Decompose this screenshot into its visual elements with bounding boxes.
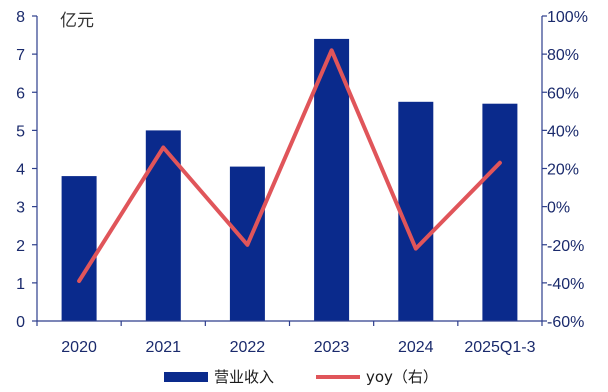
x-tick-label: 2022 <box>230 339 266 356</box>
left-tick-label: 0 <box>16 314 25 331</box>
x-tick-label: 2023 <box>314 339 350 356</box>
left-tick-label: 4 <box>16 162 25 179</box>
bar-2023 <box>314 38 350 322</box>
left-tick-label: 5 <box>16 123 25 140</box>
legend-swatch-revenue <box>164 372 208 382</box>
right-tick-label: -20% <box>547 238 584 255</box>
right-tick-label: 60% <box>547 85 579 102</box>
left-tick-label: 8 <box>16 9 25 26</box>
left-tick-label: 2 <box>16 238 25 255</box>
left-axis-unit-label: 亿元 <box>60 11 94 31</box>
legend: 营业收入 yoy（右） <box>164 368 438 386</box>
tick-labels: 0 1 2 3 4 5 6 7 8 -60% -40% -20% 0% 20% 40% 60% 80% 100% 2… <box>16 9 588 356</box>
left-tick-label: 6 <box>16 85 25 102</box>
right-tick-label: -60% <box>547 314 584 331</box>
legend-label-yoy: yoy（右） <box>366 368 438 386</box>
right-tick-label: 80% <box>547 47 579 64</box>
x-tick-label: 2024 <box>398 339 434 356</box>
right-tick-label: -40% <box>547 276 584 293</box>
right-tick-label: 100% <box>547 9 588 26</box>
axes <box>32 15 547 326</box>
line-series <box>77 48 502 283</box>
left-tick-label: 1 <box>16 276 25 293</box>
bar-2025Q1-3 <box>482 103 518 321</box>
right-tick-label: 40% <box>547 123 579 140</box>
legend-label-revenue: 营业收入 <box>214 368 274 386</box>
left-tick-label: 7 <box>16 47 25 64</box>
right-tick-label: 20% <box>547 162 579 179</box>
bar-series <box>61 38 518 322</box>
bar-2020 <box>61 176 97 321</box>
yoy-line <box>77 48 502 283</box>
right-tick-label: 0% <box>547 200 570 217</box>
x-tick-label: 2020 <box>61 339 97 356</box>
left-tick-label: 3 <box>16 200 25 217</box>
bar-2024 <box>398 101 434 321</box>
x-tick-label: 2025Q1-3 <box>464 339 535 356</box>
x-tick-label: 2021 <box>145 339 181 356</box>
